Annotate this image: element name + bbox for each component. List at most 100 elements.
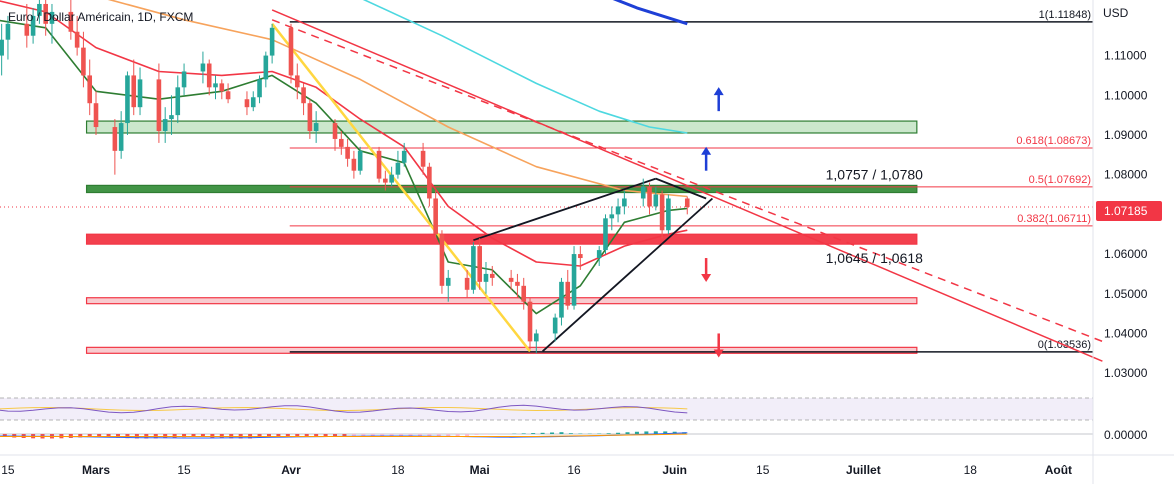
candle-body (659, 194, 665, 231)
candle-body (603, 218, 608, 251)
candle-body (93, 103, 99, 128)
macd-histogram-bar (625, 432, 630, 434)
price-annotation: 1,0757 / 1,0780 (826, 167, 924, 183)
candle-body (527, 301, 533, 342)
x-tick-label: 16 (567, 463, 581, 477)
candle-body (43, 3, 48, 24)
macd-histogram-bar (97, 434, 102, 437)
candle-body (471, 246, 476, 290)
candle-body (269, 27, 275, 56)
candle-body (313, 123, 319, 131)
y-tick-label: 1.03000 (1104, 366, 1148, 380)
candle-body (339, 138, 344, 147)
candle-body (49, 11, 55, 24)
macd-histogram-bar (106, 434, 111, 438)
macd-signal-line (0, 433, 688, 437)
fib-level-label: 0.5(1.07692) (1029, 174, 1091, 186)
macd-histogram-bar (116, 434, 121, 438)
macd-histogram-bar (616, 432, 621, 434)
candle-body (383, 178, 388, 183)
candle-body (534, 333, 539, 342)
candle-body (571, 254, 577, 306)
candle-body (559, 281, 564, 318)
candle-body (219, 83, 225, 92)
candle-body (118, 123, 124, 151)
candle-body (288, 27, 294, 76)
price-zone (85, 297, 918, 305)
candle-body (684, 198, 690, 208)
candle-body (464, 277, 470, 290)
candle-body (389, 174, 394, 183)
macd-histogram-bar (172, 434, 177, 438)
candle-body (37, 3, 42, 16)
macd-histogram-bar (68, 434, 73, 438)
macd-histogram-bar (653, 431, 658, 434)
candle-body (508, 277, 514, 282)
candle-body (307, 103, 313, 131)
candle-body (351, 158, 357, 171)
macd-histogram-bar (333, 434, 338, 437)
macd-histogram-bar (408, 434, 413, 437)
current-price-tag (1096, 201, 1162, 221)
arrows-layer (701, 87, 724, 358)
candle-body (647, 186, 652, 207)
candle-body (81, 47, 86, 76)
macd-histogram-bar (2, 434, 7, 437)
moving-average-line (107, 0, 688, 198)
zones-layer (85, 120, 918, 354)
candle-body (206, 63, 212, 88)
candle-body (112, 127, 118, 151)
x-tick-label: 18 (964, 463, 978, 477)
candle-body (666, 198, 671, 231)
macd-histogram-bar (323, 434, 328, 437)
macd-histogram-bar (568, 433, 573, 434)
macd-histogram-bar (465, 434, 470, 437)
candle-body (615, 206, 621, 215)
moving-average-line (612, 0, 688, 26)
candle-body (489, 273, 495, 278)
candle-body (640, 186, 646, 199)
candle-body (213, 83, 218, 88)
candle-body (515, 281, 520, 286)
macd-histogram-bar (276, 434, 281, 437)
candle-body (30, 15, 36, 36)
macd-histogram-bar (559, 432, 564, 434)
macd-histogram-bar (606, 433, 611, 434)
arrow-up-icon (701, 146, 712, 155)
moving-average-line (0, 19, 688, 315)
candle-body (137, 79, 143, 108)
candle-body (5, 23, 11, 40)
candle-body (244, 99, 250, 108)
candle-body (357, 150, 363, 171)
candle-body (181, 71, 187, 88)
candle-body (125, 75, 130, 124)
x-tick-label: Mars (82, 463, 110, 477)
downtrend-line (271, 9, 1103, 362)
macd-histogram-bar (380, 434, 385, 437)
chart-title: Euro / Dollar Américain, 1D, FXCM (8, 10, 193, 24)
macd-histogram-bar (474, 434, 479, 435)
macd-histogram-bar (531, 433, 536, 434)
candle-body (521, 285, 527, 302)
macd-histogram-bar (342, 434, 347, 437)
fib-level-label: 1(1.11848) (1039, 9, 1091, 21)
y-tick-label: 1.11000 (1104, 49, 1147, 63)
macd-histogram-bar (436, 434, 441, 437)
candle-body (0, 39, 4, 56)
macd-histogram-bar (295, 434, 300, 437)
candle-body (87, 75, 93, 104)
x-tick-label: Août (1045, 463, 1072, 477)
fib-level-label: 0.618(1.08673) (1016, 135, 1091, 147)
candle-body (200, 63, 206, 72)
current-price-label: 1.07185 (1104, 204, 1148, 218)
macd-histogram-bar (483, 434, 488, 435)
candle-body (420, 150, 426, 167)
candle-body (332, 123, 338, 139)
price-zone (85, 346, 918, 354)
candle-body (294, 75, 300, 88)
candle-body (24, 23, 30, 36)
price-zone (85, 120, 918, 134)
candle-body (433, 198, 438, 235)
